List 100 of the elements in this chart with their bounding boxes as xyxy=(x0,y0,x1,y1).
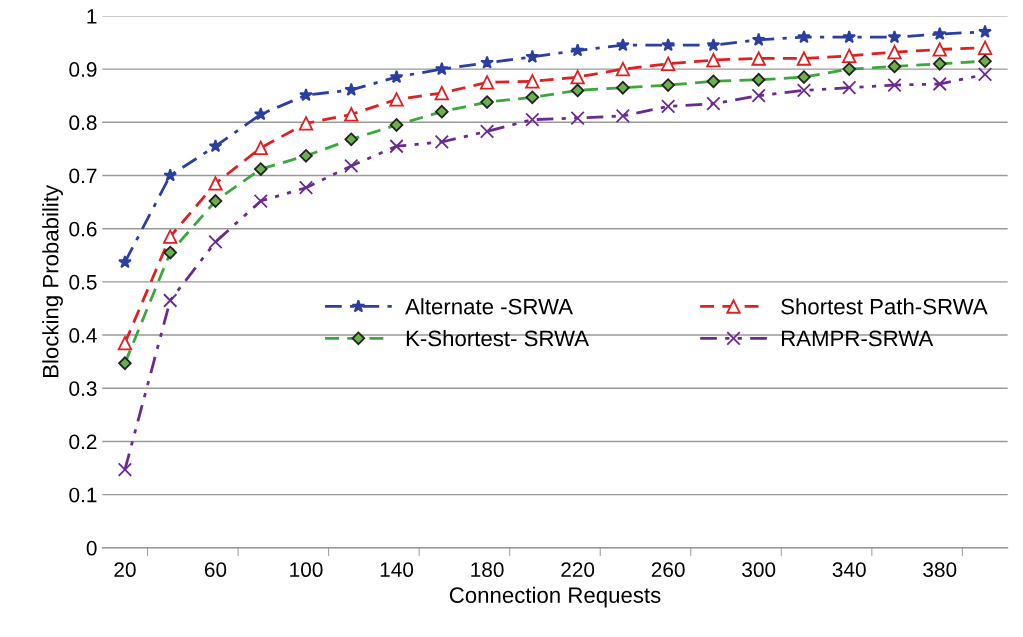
legend-label: Shortest Path-SRWA xyxy=(781,298,988,315)
point xyxy=(887,44,902,60)
point xyxy=(842,80,857,95)
point xyxy=(887,77,902,93)
point xyxy=(344,132,359,147)
point xyxy=(208,176,223,191)
point xyxy=(344,107,359,122)
point xyxy=(389,118,404,132)
point xyxy=(479,124,495,139)
point xyxy=(118,356,132,371)
x-tick-label: 300 xyxy=(742,562,776,578)
point xyxy=(751,72,766,87)
point xyxy=(977,67,993,82)
point xyxy=(118,255,132,269)
point xyxy=(615,61,631,77)
point xyxy=(253,140,268,155)
point xyxy=(887,30,902,44)
y-tick-label: 1 xyxy=(87,9,97,24)
legend-label: K-Shortest- SRWA xyxy=(406,329,590,347)
point xyxy=(706,38,721,52)
point xyxy=(842,62,857,76)
point xyxy=(660,56,676,71)
point xyxy=(842,48,857,63)
x-tick-label: 380 xyxy=(923,562,957,578)
point xyxy=(480,55,494,69)
point xyxy=(479,75,495,90)
point xyxy=(253,107,268,121)
x-tick-label: 180 xyxy=(471,562,504,578)
point xyxy=(298,180,314,195)
point xyxy=(253,162,268,176)
x-tick-label: 140 xyxy=(380,562,414,578)
point xyxy=(615,108,631,124)
point xyxy=(751,88,766,103)
point xyxy=(932,76,947,92)
x-tick-label: 100 xyxy=(290,562,323,578)
legend-label: RAMPR-SRWA xyxy=(781,330,934,347)
point xyxy=(570,43,585,57)
point xyxy=(389,139,404,154)
y-tick-label: 0.9 xyxy=(69,62,97,77)
point xyxy=(163,229,178,244)
point xyxy=(570,110,585,126)
x-tick-label: 220 xyxy=(561,562,595,578)
point xyxy=(660,99,676,114)
point xyxy=(299,149,313,163)
point xyxy=(299,88,313,102)
point xyxy=(661,78,675,92)
point xyxy=(525,74,540,89)
point xyxy=(932,42,947,57)
y-tick-label: 0.8 xyxy=(69,115,97,131)
point xyxy=(253,193,268,209)
legend-label: Alternate -SRWA xyxy=(405,298,573,315)
point xyxy=(389,69,404,84)
point xyxy=(706,52,721,68)
point xyxy=(480,95,494,109)
y-tick-label: 0.7 xyxy=(69,168,97,184)
y-tick-label: 0.6 xyxy=(69,221,97,237)
point xyxy=(616,80,630,95)
y-tick-label: 0.1 xyxy=(69,487,97,503)
x-tick-label: 340 xyxy=(832,562,866,578)
point xyxy=(208,194,223,208)
point xyxy=(525,112,540,127)
x-axis-title: Connection Requests xyxy=(449,586,661,608)
point xyxy=(616,38,630,52)
point xyxy=(570,69,585,85)
point xyxy=(977,40,993,55)
point xyxy=(570,83,585,98)
point xyxy=(978,24,992,38)
y-tick-label: 0 xyxy=(86,540,97,556)
point xyxy=(389,92,404,107)
point xyxy=(797,30,811,44)
point xyxy=(525,49,540,63)
point xyxy=(706,74,721,89)
point xyxy=(978,54,992,68)
point xyxy=(163,293,178,308)
point xyxy=(751,51,766,66)
point xyxy=(751,32,766,46)
point xyxy=(298,116,314,131)
y-tick-label: 0.3 xyxy=(69,381,97,397)
point xyxy=(525,90,540,105)
point xyxy=(887,59,902,74)
point xyxy=(208,234,223,250)
point xyxy=(344,82,359,96)
y-tick-label: 0.2 xyxy=(69,434,97,450)
point xyxy=(435,104,449,119)
point xyxy=(434,61,449,76)
point xyxy=(163,168,178,182)
point xyxy=(208,139,223,153)
y-tick-label: 0.5 xyxy=(69,274,97,290)
point xyxy=(117,335,133,351)
point xyxy=(163,245,177,260)
point xyxy=(434,134,449,150)
point xyxy=(932,56,947,71)
x-tick-label: 20 xyxy=(114,562,136,578)
point xyxy=(796,51,812,66)
y-axis-title: Blocking Probability xyxy=(42,184,63,378)
point xyxy=(344,158,359,174)
point xyxy=(661,38,675,52)
point xyxy=(797,70,811,84)
y-tick-label: 0.4 xyxy=(69,328,97,343)
point xyxy=(434,85,449,101)
